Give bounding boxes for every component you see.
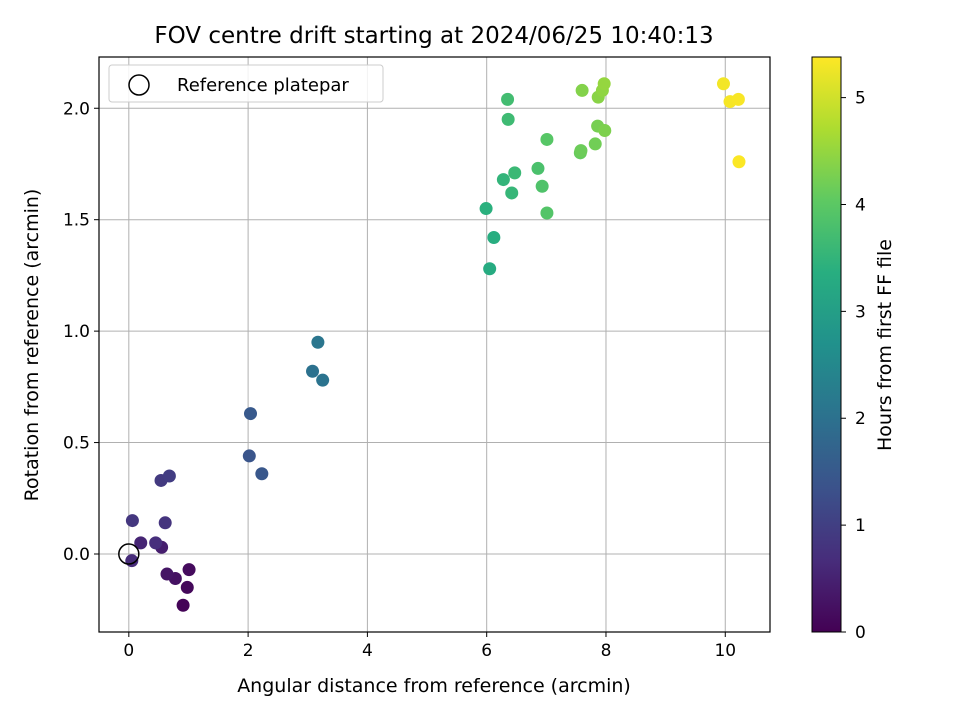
data-point	[501, 112, 515, 126]
legend-box	[108, 64, 384, 103]
colorbar-label: Hours from first FF file	[874, 239, 896, 451]
legend-reference-marker	[128, 74, 150, 96]
data-point	[180, 580, 194, 594]
data-point	[531, 161, 545, 175]
data-point	[574, 144, 588, 158]
colorbar-ticks: 0 1 2 3 4 5	[841, 89, 866, 643]
colorbar-tick-label: 5	[855, 89, 866, 109]
y-tick-label: 0.5	[63, 434, 90, 454]
data-point	[149, 536, 163, 550]
y-tick-label: 1.0	[63, 322, 90, 342]
x-tick-label: 0	[123, 641, 134, 661]
colorbar-tick-label: 4	[855, 195, 866, 215]
colorbar: 0 1 2 3 4 5 Hours from first FF file	[811, 56, 896, 643]
legend-reference-label: Reference platepar	[177, 75, 349, 96]
data-point	[306, 364, 320, 378]
data-point	[125, 514, 139, 528]
data-point	[158, 516, 172, 530]
data-point	[597, 77, 611, 91]
x-tick-label: 4	[362, 641, 373, 661]
data-point	[598, 124, 612, 138]
data-point	[505, 186, 519, 200]
data-point	[487, 231, 501, 245]
x-axis-label: Angular distance from reference (arcmin)	[237, 675, 631, 697]
data-point	[732, 155, 746, 169]
data-point	[496, 173, 510, 187]
y-tick-label: 0.0	[63, 545, 90, 565]
colorbar-tick-label: 3	[855, 302, 866, 322]
colorbar-tick-label: 0	[855, 623, 866, 643]
data-point	[483, 262, 497, 276]
y-tick-label: 2.0	[63, 99, 90, 119]
x-tick-label: 8	[601, 641, 612, 661]
x-tick-label: 2	[243, 641, 254, 661]
colorbar-gradient	[811, 56, 842, 633]
y-axis-label: Rotation from reference (arcmin)	[21, 189, 43, 502]
x-tick-label: 10	[714, 641, 736, 661]
data-point	[479, 202, 493, 216]
data-point	[731, 92, 745, 106]
reference-platepar-marker	[118, 543, 140, 565]
x-tick-label: 6	[481, 641, 492, 661]
grid-lines	[99, 57, 770, 632]
data-point	[255, 467, 269, 481]
data-point	[540, 132, 554, 146]
data-point	[160, 567, 174, 581]
data-point	[535, 179, 549, 193]
data-point	[311, 335, 325, 349]
legend: Reference platepar	[108, 64, 384, 103]
y-axis-ticks: 0.0 0.5 1.0 1.5 2.0	[63, 99, 99, 565]
colorbar-tick-label: 2	[855, 409, 866, 429]
plot-frame	[98, 56, 771, 633]
x-axis-ticks: 0 2 4 6 8 10	[123, 632, 736, 661]
data-point	[134, 536, 148, 550]
data-point	[176, 598, 190, 612]
data-point	[575, 83, 589, 97]
y-tick-label: 1.5	[63, 211, 90, 231]
data-point	[588, 137, 602, 151]
data-point	[243, 407, 257, 421]
data-point	[540, 206, 554, 220]
data-point	[716, 77, 730, 91]
data-point	[508, 166, 522, 180]
data-point	[162, 469, 176, 483]
chart-title: FOV centre drift starting at 2024/06/25 …	[154, 23, 713, 49]
data-point	[242, 449, 256, 463]
data-points	[118, 77, 746, 612]
data-point	[182, 563, 196, 577]
data-point	[316, 373, 330, 387]
colorbar-tick-label: 1	[855, 516, 866, 536]
data-point	[501, 92, 515, 106]
